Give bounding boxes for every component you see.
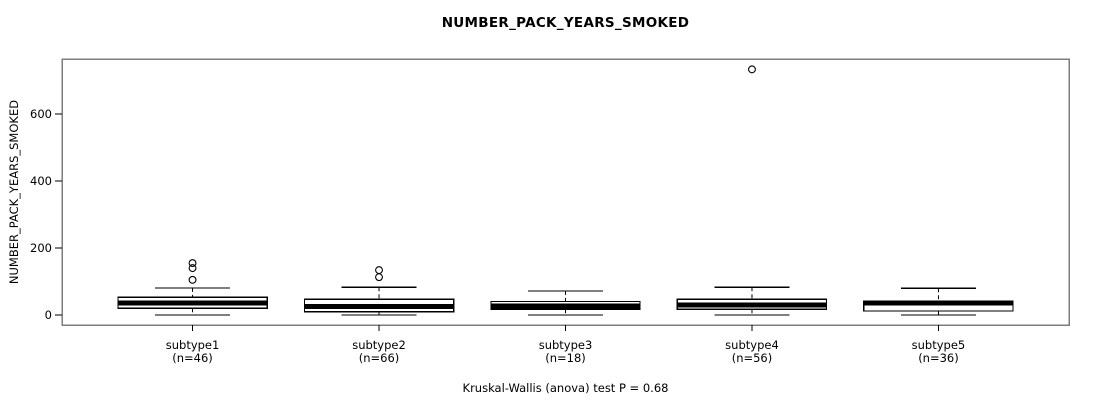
- outlier-point: [748, 65, 756, 74]
- y-axis-tick-label: 200: [30, 241, 52, 255]
- stat-test-annotation: Kruskal-Wallis (anova) test P = 0.68: [462, 381, 669, 395]
- outlier-point: [375, 266, 383, 275]
- y-axis-tick-label: 400: [30, 174, 52, 188]
- x-axis-label-subtype1: subtype1 (n=46): [166, 338, 220, 365]
- y-axis-tick-label: 600: [30, 107, 52, 121]
- chart-title: NUMBER_PACK_YEARS_SMOKED: [441, 15, 690, 31]
- plot-frame: [61, 58, 1070, 326]
- y-axis-tick-label: 0: [45, 308, 52, 322]
- x-axis-label-subtype2: subtype2 (n=66): [352, 338, 406, 365]
- outlier-point: [188, 275, 197, 284]
- outlier-point: [188, 259, 197, 268]
- x-axis-label-subtype4: subtype4 (n=56): [725, 338, 779, 365]
- x-axis-label-subtype3: subtype3 (n=18): [539, 338, 593, 365]
- outlier-point: [188, 264, 197, 273]
- outlier-point: [375, 273, 383, 282]
- x-axis-label-subtype5: subtype5 (n=36): [912, 338, 966, 365]
